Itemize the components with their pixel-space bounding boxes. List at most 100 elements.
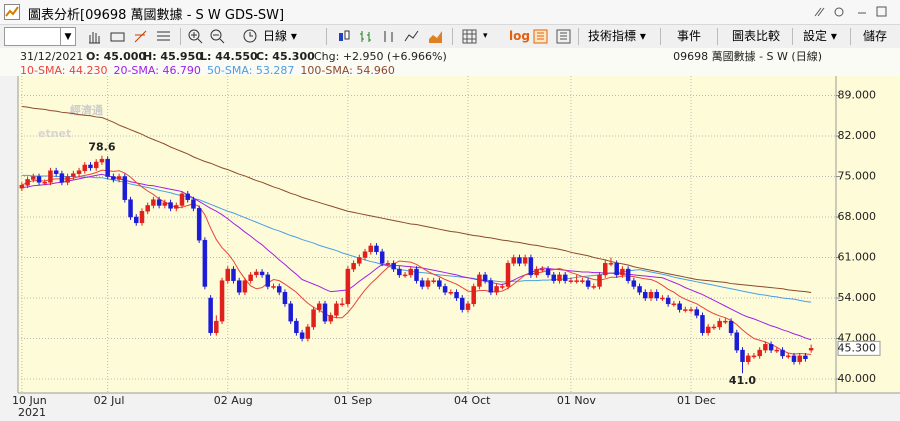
- legend-entry: 100-SMA: 54.960: [300, 64, 394, 77]
- candle-body: [545, 268, 551, 276]
- watermark-top: 經濟通: [70, 103, 103, 117]
- line-type[interactable]: [404, 29, 419, 44]
- candle-body: [763, 344, 768, 351]
- candle-body: [660, 297, 665, 300]
- candle-body: [688, 309, 694, 311]
- candle-body: [282, 291, 288, 305]
- bar-type[interactable]: [358, 29, 373, 44]
- candle-body: [322, 303, 328, 322]
- separator: [180, 28, 181, 45]
- window-title: 圖表分析[09698 萬國數據 - S W GDS-SW]: [28, 8, 285, 23]
- last-price-box: [837, 340, 881, 356]
- candle-body: [305, 326, 311, 339]
- compare-tool[interactable]: [110, 29, 125, 44]
- hand-tool[interactable]: [86, 29, 101, 44]
- candle-body: [379, 251, 385, 264]
- compare-button[interactable]: 圖表比較: [732, 29, 781, 43]
- candle-body: [31, 176, 36, 180]
- candle-body: [677, 303, 682, 310]
- candle-body: [551, 274, 557, 281]
- zoom-out[interactable]: [210, 29, 225, 44]
- legend-entry: 50-SMA: 53.287: [207, 64, 294, 77]
- candle-body: [597, 274, 602, 287]
- candle-body: [740, 349, 745, 362]
- sma-line: [21, 169, 812, 356]
- y-tick-label: 89.000: [838, 89, 877, 102]
- separator: [792, 28, 793, 45]
- candle-body: [562, 274, 568, 281]
- candle-body: [488, 280, 494, 293]
- candle-body: [328, 315, 333, 322]
- x-tick-label: 10 Jun: [12, 394, 47, 407]
- candle-body: [711, 326, 717, 329]
- candle-body: [294, 320, 299, 333]
- grid-menu[interactable]: ▾: [483, 31, 488, 41]
- log-toggle[interactable]: log: [509, 29, 530, 43]
- zoom-in[interactable]: [188, 29, 203, 44]
- candle-body: [780, 349, 785, 357]
- candle-body: [408, 268, 414, 276]
- candle-body: [471, 286, 476, 305]
- x-tick-label: 04 Oct: [454, 394, 491, 407]
- candle-body: [71, 173, 76, 177]
- candle-body: [437, 280, 442, 287]
- candle-body: [797, 355, 802, 362]
- candle-body: [419, 280, 425, 287]
- candle-body: [671, 303, 677, 306]
- candle-body: [357, 257, 362, 264]
- candle-body: [402, 274, 408, 277]
- candle-body: [728, 320, 734, 333]
- grid-toggle[interactable]: [462, 29, 477, 44]
- period-icon[interactable]: [243, 29, 258, 44]
- separator: [850, 28, 851, 45]
- candle-type[interactable]: [336, 29, 351, 44]
- candle-body: [608, 263, 614, 265]
- candle-body: [242, 280, 248, 293]
- period-menu[interactable]: 日線 ▾: [263, 29, 297, 43]
- candle-body: [374, 245, 379, 252]
- candle-body: [168, 202, 173, 209]
- separator: [452, 28, 453, 45]
- candle-body: [494, 286, 499, 293]
- candle-body: [65, 176, 70, 183]
- candle-body: [500, 286, 505, 288]
- candle-body: [540, 268, 545, 271]
- candle-body: [786, 355, 791, 358]
- scale-toggle[interactable]: [533, 29, 548, 44]
- y-tick-label: 40.000: [838, 372, 877, 385]
- events-button[interactable]: 事件: [677, 29, 702, 43]
- candle-body: [334, 303, 339, 316]
- x-tick-label: 01 Nov: [557, 394, 596, 407]
- save-button[interactable]: 儲存: [863, 29, 888, 43]
- candle-body: [351, 263, 356, 270]
- symbol-input[interactable]: ▼: [4, 27, 76, 46]
- candle-body: [620, 268, 625, 276]
- candle-body: [254, 271, 259, 276]
- fib-tool[interactable]: [156, 29, 171, 44]
- settings-menu[interactable]: 設定 ▾: [803, 29, 837, 43]
- chart: 31/12/2021 O: 45.000 H: 45.950 L: 44.550…: [0, 48, 900, 419]
- candle-body: [185, 193, 190, 200]
- table-toggle[interactable]: [556, 29, 571, 44]
- candle-body: [568, 280, 574, 282]
- candle-body: [231, 268, 236, 281]
- candle-body: [528, 257, 534, 276]
- draw-tool[interactable]: [133, 29, 148, 44]
- candle-body: [808, 348, 814, 351]
- ohlc-type[interactable]: [381, 29, 396, 44]
- candle-body: [665, 297, 671, 305]
- candle-body: [339, 303, 345, 306]
- indicators-menu[interactable]: 技術指標 ▾: [588, 29, 646, 43]
- candle-body: [42, 182, 47, 184]
- candle-body: [259, 271, 265, 276]
- candle-body: [276, 286, 282, 293]
- candle-body: [477, 274, 482, 287]
- info-instrument: 09698 萬國數據 - S W (日線): [673, 49, 822, 63]
- last-price-label: 45.300: [838, 341, 877, 354]
- info-high: H: 45.950: [143, 50, 203, 63]
- area-type[interactable]: [428, 29, 443, 44]
- candle-body: [299, 332, 305, 339]
- candle-body: [774, 349, 780, 352]
- window-controls[interactable]: [812, 5, 896, 19]
- candle-body: [179, 193, 185, 206]
